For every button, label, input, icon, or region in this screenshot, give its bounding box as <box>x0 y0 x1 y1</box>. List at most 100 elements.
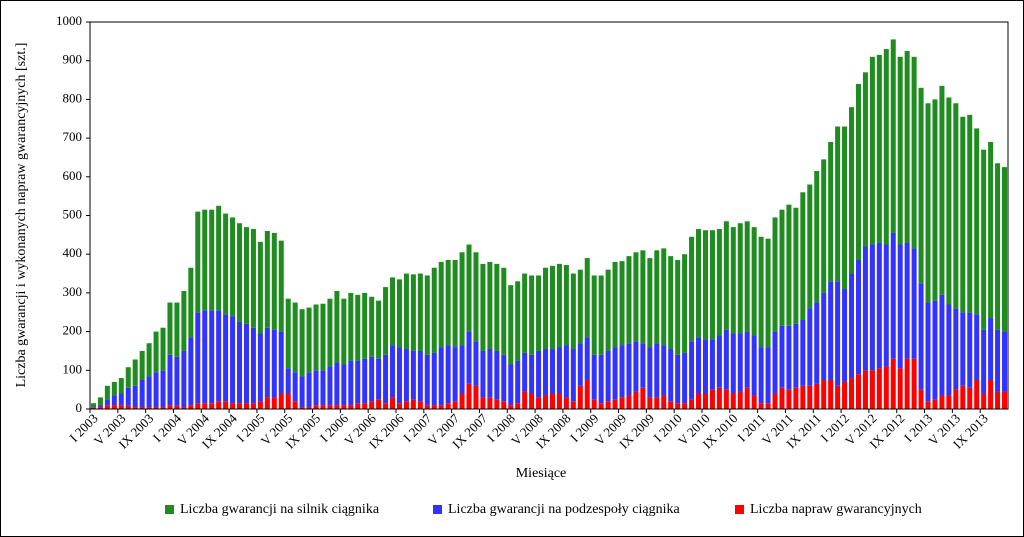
bar-segment <box>146 407 152 409</box>
bar-segment <box>876 368 882 409</box>
bar-segment <box>556 393 562 409</box>
bar-segment <box>376 300 382 359</box>
bar-segment <box>988 318 994 380</box>
bar-segment <box>800 192 806 320</box>
bar-segment <box>445 260 451 346</box>
bar-segment <box>543 267 549 350</box>
bar-segment <box>216 401 222 409</box>
bar-segment <box>118 405 124 409</box>
bar-segment <box>661 248 667 346</box>
bar-segment <box>97 405 103 408</box>
bar-segment <box>814 302 820 384</box>
bar-segment <box>751 395 757 409</box>
bar-segment <box>563 265 569 346</box>
bar-segment <box>174 356 180 406</box>
bar-segment <box>640 343 646 388</box>
bar-segment <box>466 383 472 409</box>
bar-segment <box>821 159 827 293</box>
bar-segment <box>640 250 646 344</box>
bar-segment <box>431 352 437 406</box>
bar-segment <box>376 399 382 409</box>
bar-segment <box>668 401 674 409</box>
bar-segment <box>807 308 813 386</box>
bar-segment <box>167 354 173 406</box>
bar-segment <box>591 399 597 409</box>
bar-segment <box>932 399 938 409</box>
bar-segment <box>111 395 117 406</box>
bar-segment <box>327 298 333 367</box>
bar-segment <box>285 393 291 409</box>
bar-segment <box>563 397 569 409</box>
bar-segment <box>494 350 500 400</box>
bar-segment <box>160 327 166 371</box>
bar-segment <box>765 238 771 348</box>
bar-segment <box>438 405 444 409</box>
bar-segment <box>188 337 194 406</box>
bar-segment <box>918 283 924 390</box>
bar-segment <box>647 347 653 398</box>
bar-segment <box>619 261 625 346</box>
bar-segment <box>125 387 131 406</box>
bar-segment <box>306 307 312 373</box>
bar-segment <box>501 267 507 355</box>
bar-segment <box>633 391 639 409</box>
bar-segment <box>417 350 423 402</box>
bar-segment <box>334 405 340 409</box>
bar-segment <box>202 310 208 404</box>
bar-segment <box>306 407 312 409</box>
bar-segment <box>744 221 750 332</box>
y-tick-label: 100 <box>63 361 83 376</box>
bar-segment <box>654 397 660 409</box>
bar-segment <box>835 126 841 282</box>
bar-segment <box>118 378 124 394</box>
bar-segment <box>278 393 284 409</box>
bar-segment <box>341 364 347 406</box>
bar-segment <box>390 277 396 346</box>
bar-segment <box>153 372 159 408</box>
bar-segment <box>306 372 312 408</box>
bar-segment <box>473 252 479 342</box>
bar-segment <box>139 379 145 408</box>
bar-segment <box>981 329 987 394</box>
bar-segment <box>299 407 305 409</box>
bar-segment <box>278 240 284 332</box>
bar-segment <box>522 273 528 353</box>
bar-segment <box>570 349 576 402</box>
bar-segment <box>897 244 903 369</box>
bar-segment <box>876 54 882 243</box>
bar-segment <box>383 403 389 409</box>
bar-segment <box>723 389 729 409</box>
bar-segment <box>237 321 243 404</box>
bar-segment <box>897 56 903 245</box>
bar-segment <box>751 335 757 396</box>
bar-segment <box>1002 391 1008 409</box>
bar-segment <box>181 350 187 408</box>
bar-segment <box>953 103 959 309</box>
bar-segment <box>682 254 688 353</box>
bar-segment <box>675 403 681 409</box>
bar-segment <box>327 366 333 406</box>
bar-segment <box>90 407 96 408</box>
bar-segment <box>911 358 917 409</box>
bar-segment <box>515 360 521 404</box>
bar-segment <box>702 339 708 394</box>
bar-segment <box>529 393 535 409</box>
bar-segment <box>598 403 604 409</box>
bar-segment <box>480 397 486 409</box>
bar-segment <box>223 213 229 315</box>
bar-segment <box>223 401 229 409</box>
bar-segment <box>549 265 555 350</box>
bar-segment <box>452 260 458 348</box>
bar-segment <box>424 275 430 355</box>
bar-segment <box>904 358 910 409</box>
x-axis-label: Miesiące <box>516 466 567 481</box>
bar-segment <box>410 350 416 400</box>
bar-segment <box>181 407 187 409</box>
bar-segment <box>174 405 180 409</box>
bar-segment <box>125 367 131 388</box>
y-tick-label: 1000 <box>56 13 82 28</box>
bar-segment <box>383 354 389 404</box>
bar-segment <box>626 395 632 409</box>
bar-segment <box>751 227 757 336</box>
bar-segment <box>125 405 131 409</box>
